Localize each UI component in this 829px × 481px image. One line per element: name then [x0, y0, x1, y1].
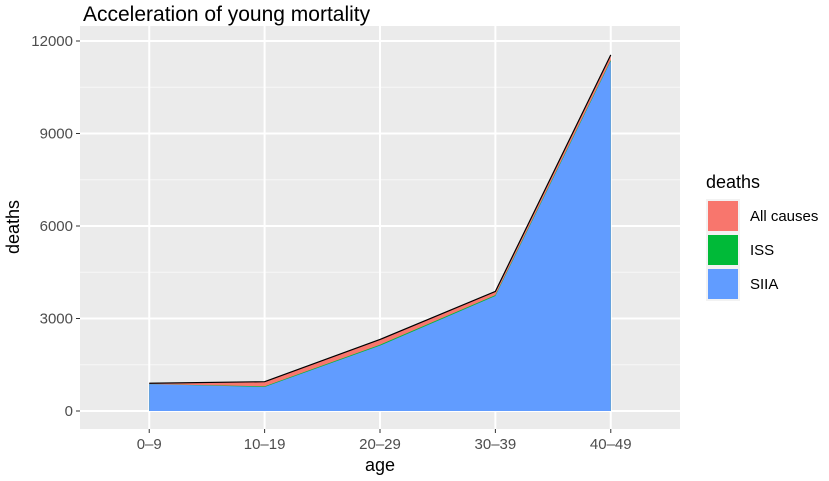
x-axis-ticks: 0–9 10–19 20–29 30–39 40–49: [137, 429, 632, 453]
legend-title: deaths: [706, 172, 760, 192]
y-tick-label: 0: [65, 403, 73, 420]
legend-label: SIIA: [750, 276, 778, 293]
legend-items: All causes ISS SIIA: [706, 199, 818, 301]
legend: deaths All causes ISS SIIA: [706, 172, 818, 301]
legend-label: ISS: [750, 242, 774, 259]
legend-label: All causes: [750, 208, 818, 225]
x-tick-label: 0–9: [137, 436, 162, 453]
y-axis-label: deaths: [3, 200, 23, 254]
x-tick-label: 30–39: [475, 436, 517, 453]
area-siia: [149, 61, 611, 412]
y-axis-ticks: 0 3000 6000 9000 12000: [31, 33, 80, 420]
x-axis-label: age: [365, 455, 395, 475]
legend-key-swatch: [708, 269, 738, 299]
x-tick-label: 10–19: [244, 436, 286, 453]
y-tick-label: 9000: [40, 126, 73, 143]
y-tick-label: 3000: [40, 311, 73, 328]
series-outline-all-causes: [149, 54, 612, 384]
x-tick-label: 40–49: [590, 436, 632, 453]
x-tick-label: 20–29: [359, 436, 401, 453]
y-tick-label: 12000: [31, 33, 73, 50]
y-tick-label: 6000: [40, 218, 73, 235]
series-areas: [149, 54, 612, 412]
legend-key-swatch: [708, 235, 738, 265]
legend-key-swatch: [708, 201, 738, 231]
chart-title: Acceleration of young mortality: [83, 3, 371, 26]
